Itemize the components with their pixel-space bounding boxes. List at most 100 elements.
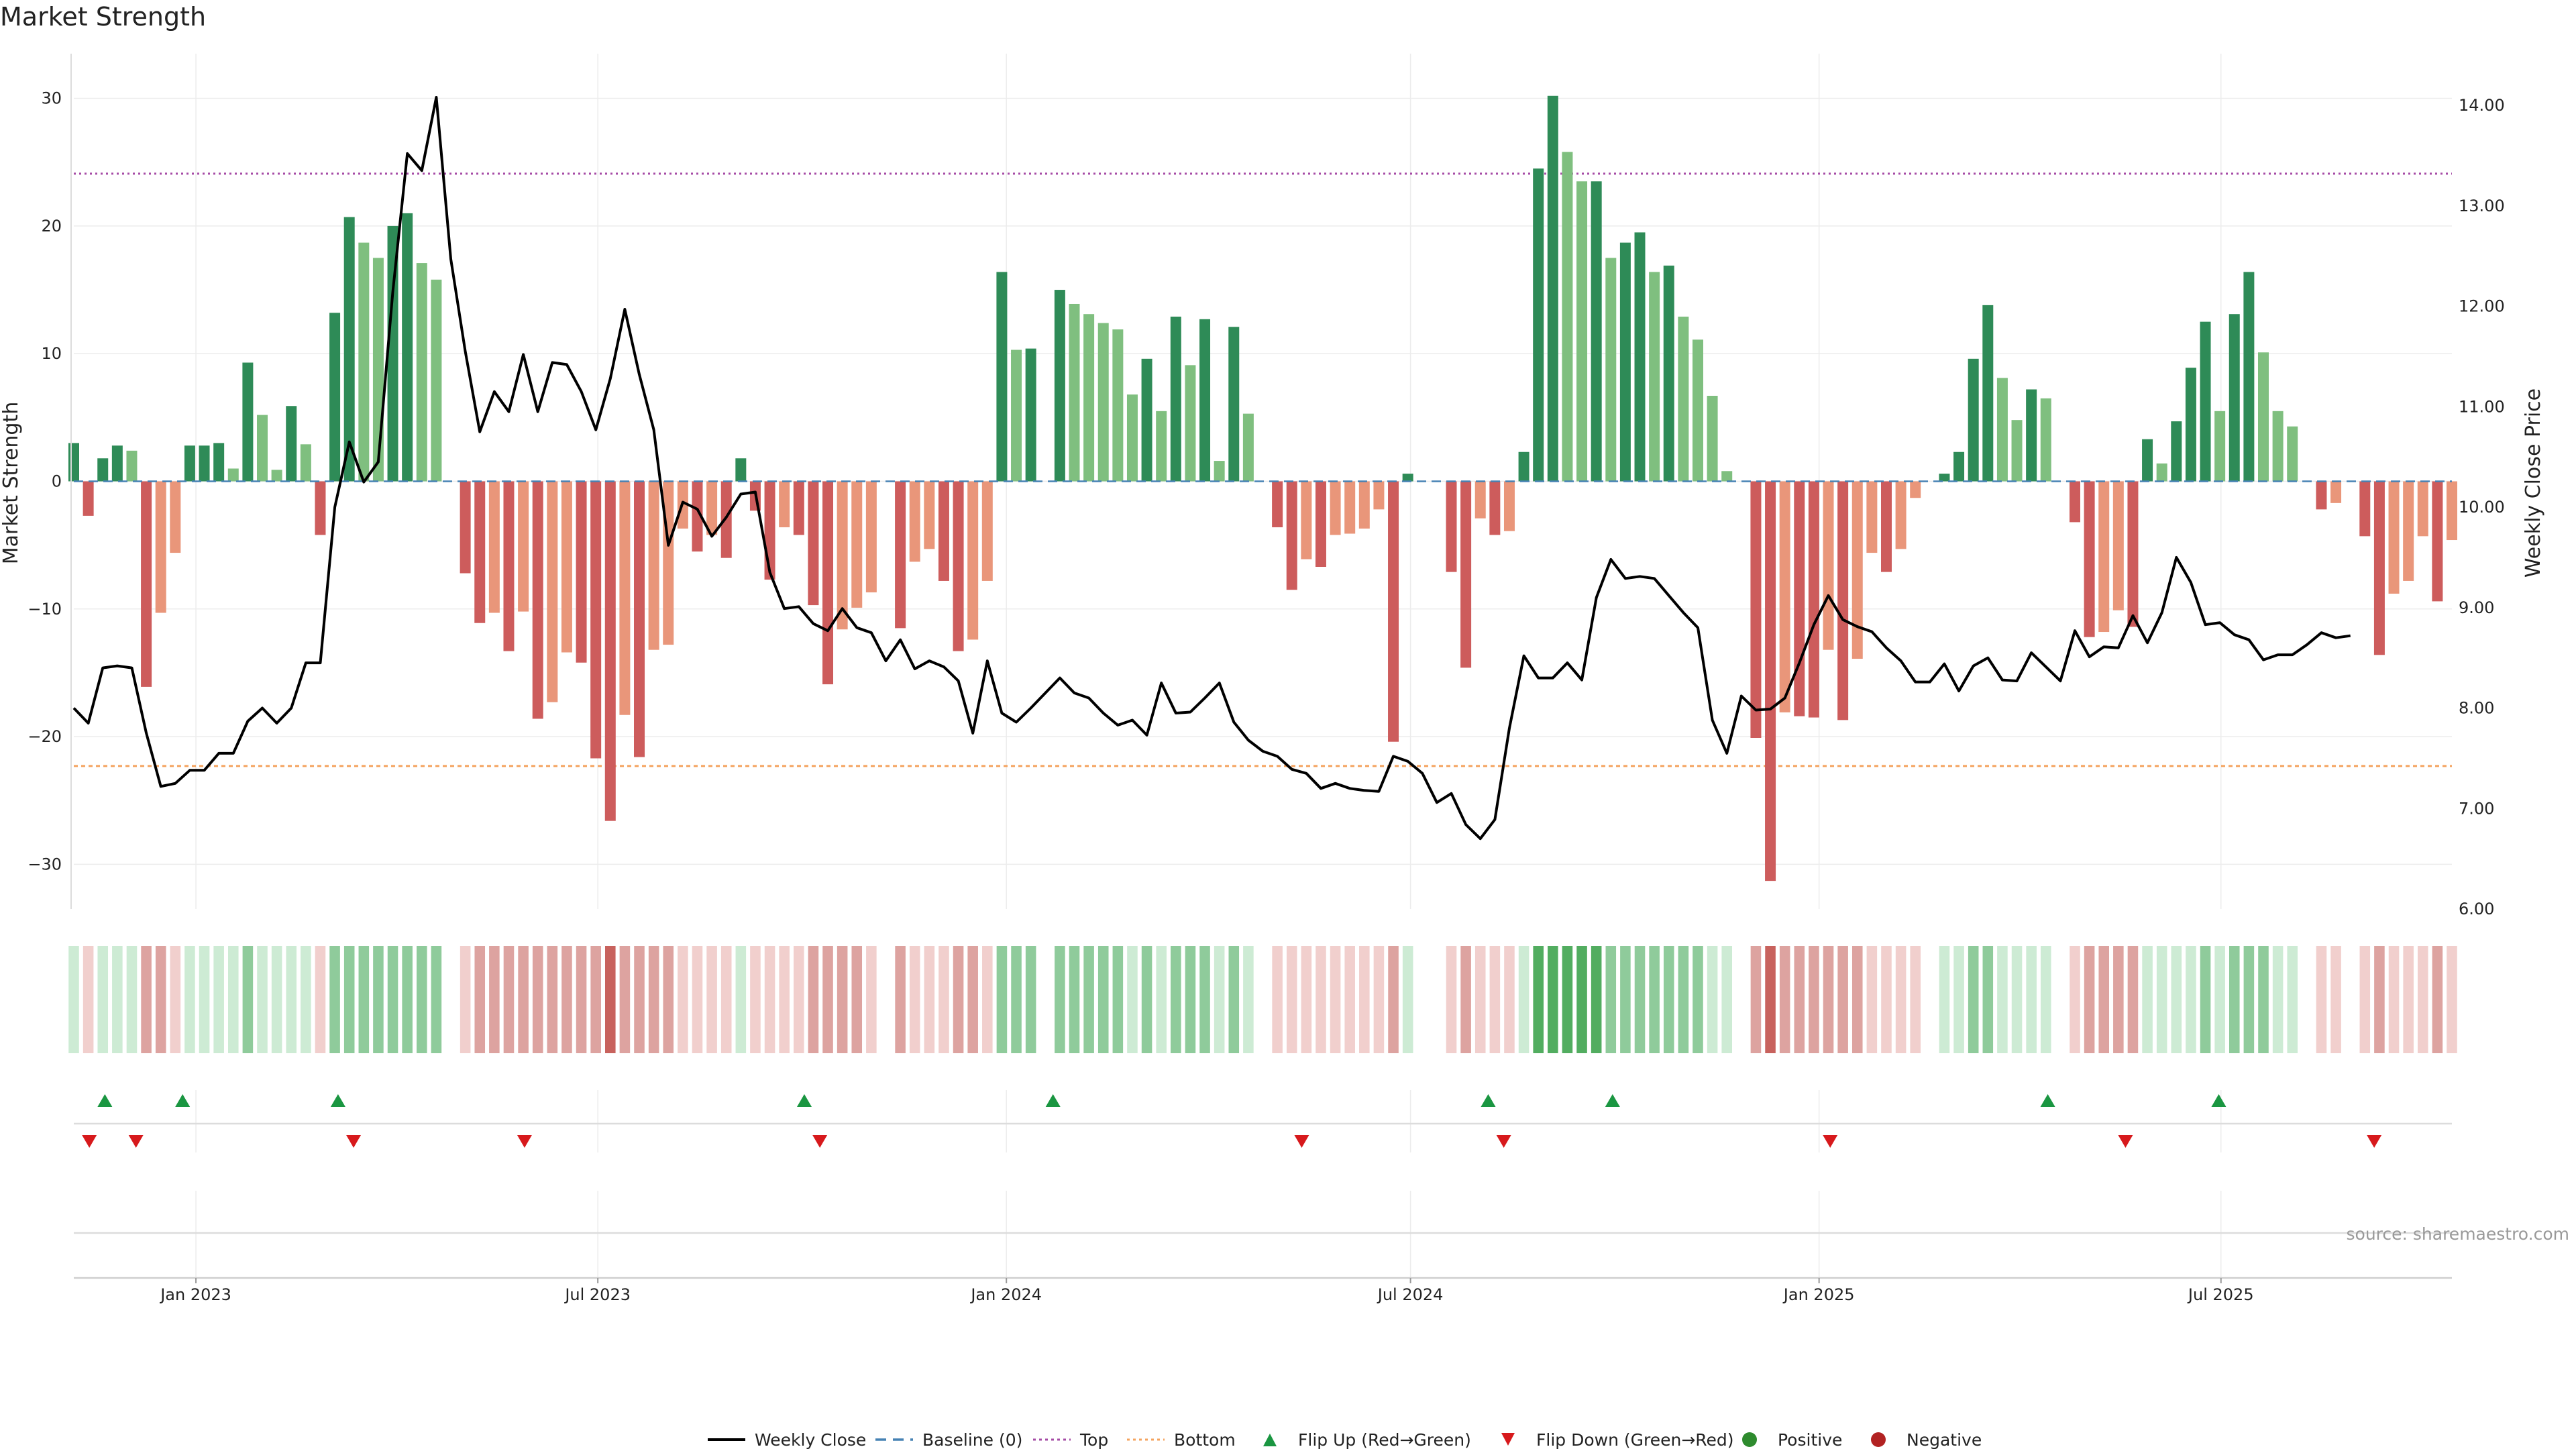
- strength-bar: [488, 481, 500, 613]
- legend-circle-swatch: [1871, 1432, 1886, 1447]
- strip-cell: [2447, 946, 2457, 1053]
- strip-cell: [808, 946, 819, 1053]
- strip-cell: [982, 946, 993, 1053]
- strength-bar: [1880, 481, 1892, 572]
- strip-cell: [1272, 946, 1283, 1053]
- x-tick-label: Jul 2023: [564, 1285, 631, 1304]
- strength-bar: [1286, 481, 1297, 590]
- legend-item: Bottom: [1127, 1430, 1236, 1449]
- strength-bar: [851, 481, 863, 608]
- strength-bar: [779, 481, 790, 528]
- strength-bar: [2373, 481, 2385, 655]
- x-tick-label: Jan 2025: [1782, 1285, 1855, 1304]
- strip-cell: [909, 946, 920, 1053]
- strip-cell: [2011, 946, 2023, 1053]
- strength-bar: [1097, 323, 1109, 482]
- strip-cell: [2098, 946, 2110, 1053]
- strength-bar: [1823, 481, 1834, 650]
- strip-cell: [779, 946, 790, 1053]
- strength-bar: [1649, 272, 1660, 482]
- strip-cell: [605, 946, 616, 1053]
- strength-bar: [1460, 481, 1472, 668]
- strength-bar: [2330, 481, 2342, 503]
- left-tick-label: −10: [28, 600, 62, 619]
- strip-cell: [1460, 946, 1471, 1053]
- strip-cell: [619, 946, 631, 1053]
- strength-bar: [1692, 339, 1703, 482]
- strip-cell: [373, 946, 384, 1053]
- strength-bar: [1156, 411, 1167, 482]
- flip-down-marker: [2118, 1135, 2133, 1148]
- legend-label: Baseline (0): [922, 1430, 1022, 1449]
- strength-bar: [2257, 352, 2269, 482]
- flip-down-marker: [1496, 1135, 1511, 1148]
- strength-bar: [387, 225, 398, 482]
- left-tick-label: −30: [28, 855, 62, 873]
- strip-cell: [1881, 946, 1892, 1053]
- strip-cell: [2432, 946, 2443, 1053]
- threshold-lines: [74, 172, 2452, 767]
- strength-bar: [518, 481, 529, 612]
- strip-cell: [68, 946, 79, 1053]
- strip-cell: [329, 946, 340, 1053]
- strip-cell: [1171, 946, 1181, 1053]
- strip-cell: [1678, 946, 1689, 1053]
- strength-bar: [1619, 242, 1631, 482]
- right-tick-label: 11.00: [2459, 397, 2505, 416]
- right-y-axis: 6.00 7.00 8.00 9.00 10.00 11.00 12.00 13.00 14.0…: [2459, 96, 2505, 918]
- strip-cell: [1779, 946, 1790, 1053]
- strength-bar: [2098, 481, 2110, 633]
- strip-cell: [2359, 946, 2371, 1053]
- strength-bar: [1939, 474, 1950, 482]
- strip-cell: [1228, 946, 1240, 1053]
- strength-bar: [329, 313, 341, 482]
- strength-bar: [1663, 265, 1674, 482]
- strip-cell: [2258, 946, 2269, 1053]
- strip-cell: [1707, 946, 1718, 1053]
- left-tick-label: 20: [41, 217, 62, 235]
- strip-cell: [1344, 946, 1355, 1053]
- x-tick-label: Jan 2023: [159, 1285, 231, 1304]
- strength-bar: [184, 445, 195, 482]
- left-tick-label: −20: [28, 727, 62, 746]
- strip-cell: [837, 946, 848, 1053]
- strength-bar: [1025, 348, 1036, 482]
- strength-bar: [2200, 321, 2211, 482]
- strip-cell: [1489, 946, 1501, 1053]
- strip-cell: [1794, 946, 1805, 1053]
- strength-bar: [1446, 481, 1457, 572]
- legend: Weekly Close Baseline (0) Top Bottom Flip Up…: [708, 1430, 1982, 1449]
- strength-bar: [2156, 463, 2167, 482]
- strip-cell: [2316, 946, 2327, 1053]
- empty-bottom-panel: [74, 1191, 2452, 1278]
- flip-down-marker: [1294, 1135, 1309, 1148]
- strip-cell: [126, 946, 138, 1053]
- strip-cell: [2113, 946, 2124, 1053]
- strength-bar: [532, 481, 543, 719]
- flip-up-marker: [1481, 1094, 1496, 1107]
- strength-bar: [2388, 481, 2400, 594]
- strip-cell: [155, 946, 166, 1053]
- strip-cell: [634, 946, 645, 1053]
- strength-bar: [83, 481, 94, 516]
- strength-bar: [460, 481, 471, 574]
- strength-bar: [1330, 481, 1341, 535]
- strength-bar: [561, 481, 572, 653]
- strip-cell: [1663, 946, 1674, 1053]
- strength-bar: [1765, 481, 1776, 881]
- strip-cell: [1055, 946, 1065, 1053]
- strip-cell: [518, 946, 529, 1053]
- strip-cell: [1185, 946, 1196, 1053]
- x-tick-label: Jul 2024: [1377, 1285, 1444, 1304]
- strength-bar: [2229, 314, 2240, 482]
- strength-bar: [1011, 350, 1022, 482]
- strength-bar: [1518, 451, 1529, 482]
- strength-bar: [1214, 461, 1225, 482]
- strip-cell: [1837, 946, 1848, 1053]
- strip-cell: [2186, 946, 2196, 1053]
- strength-bar: [315, 481, 326, 535]
- strip-cell: [1693, 946, 1703, 1053]
- strength-bar: [2359, 481, 2371, 537]
- strength-bar: [1576, 181, 1588, 482]
- flip-markers-panel: [74, 1090, 2452, 1152]
